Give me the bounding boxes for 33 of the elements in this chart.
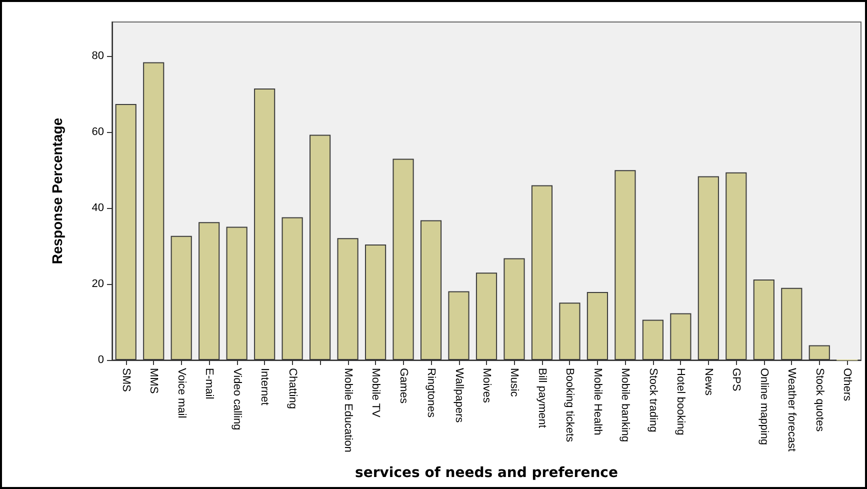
x-tick-label: MMS bbox=[148, 368, 160, 394]
x-tick-label: Mobile TV bbox=[370, 368, 382, 418]
x-tick-label: Chatting bbox=[286, 368, 298, 409]
y-tick-label: 20 bbox=[92, 278, 104, 290]
x-tick-label: Games bbox=[397, 368, 410, 404]
x-tick-label: Booking tickets bbox=[564, 368, 576, 442]
x-tick-label: Others bbox=[841, 368, 854, 402]
x-tick-label: SMS bbox=[120, 368, 132, 392]
x-tick-label: Internet bbox=[258, 368, 271, 406]
x-tick-label: Stock quotes bbox=[813, 368, 826, 432]
x-tick-label: Video calling bbox=[230, 368, 243, 430]
x-tick-label: Music bbox=[508, 368, 520, 398]
x-tick-label: Wallpapers bbox=[452, 368, 465, 424]
x-tick-label: Voice mail bbox=[175, 368, 188, 418]
x-tick-label: Hotel booking bbox=[674, 368, 687, 436]
x-tick-label: GPS bbox=[730, 368, 742, 392]
x-tick-label: Online mapping bbox=[758, 368, 770, 446]
x-axis-title: services of needs and preference bbox=[355, 465, 618, 481]
x-tick-label: News bbox=[702, 368, 714, 396]
x-tick-label: Moives bbox=[480, 368, 492, 404]
x-tick-label: Mobile Education bbox=[342, 368, 354, 452]
x-tick-label: Ringtones bbox=[425, 368, 438, 418]
y-tick-label: 60 bbox=[92, 126, 104, 138]
x-tick-label: Stock trading bbox=[646, 368, 659, 432]
y-tick-label: 0 bbox=[98, 354, 104, 366]
x-tick-label: Mobile banking bbox=[619, 368, 632, 442]
x-tick-label: E-mail bbox=[203, 368, 216, 400]
x-tick-label: Bill payment bbox=[536, 368, 548, 428]
y-tick-label: 80 bbox=[92, 50, 104, 62]
y-axis-title: Response Percentage bbox=[49, 118, 65, 264]
y-tick-label: 40 bbox=[92, 202, 104, 214]
x-tick-label: Mobile Health bbox=[591, 368, 604, 436]
x-tick-label: Weather forecast bbox=[786, 368, 798, 452]
